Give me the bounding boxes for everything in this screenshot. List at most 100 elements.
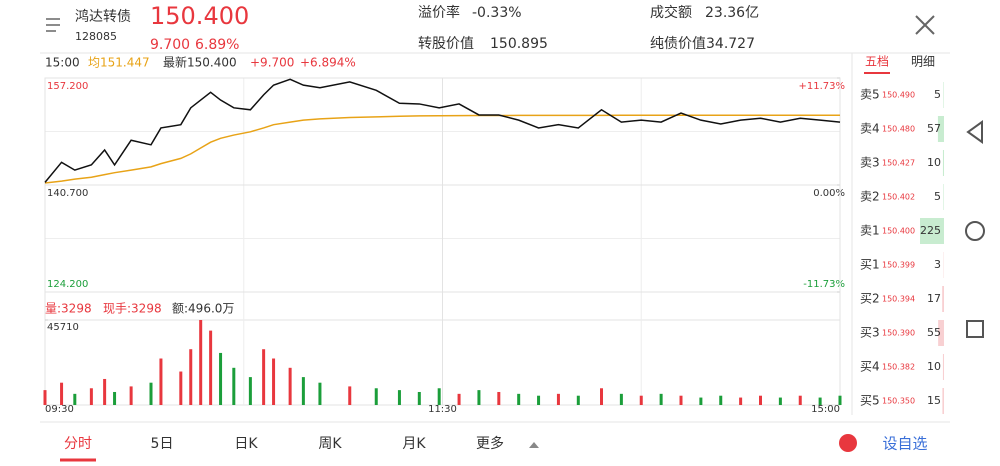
volume-bar [819,398,822,405]
volume-bar [418,392,421,405]
price: 150.400 [150,2,249,30]
volume-bar [199,320,202,405]
x-tick-label: 15:00 [811,404,840,415]
book-qty: 10 [927,360,941,373]
volume-bar [375,388,378,405]
volume-bar [302,377,305,405]
stat-value: -0.33% [472,5,522,21]
book-qty: 55 [927,326,941,339]
info-change-pct: +6.894% [300,56,356,70]
qty-bar [943,354,944,380]
book-qty: 5 [934,190,941,203]
volume-bar [458,394,461,405]
volume-bar [249,377,252,405]
change: 9.700 [150,37,190,53]
tab-depth[interactable]: 五档 [865,55,889,69]
volume-bar [398,390,401,405]
volume-bar [130,386,133,405]
more-arrow [529,442,539,448]
volume-bar [557,394,560,405]
qty-bar [942,388,944,414]
volume-bar [318,383,321,405]
add-watch[interactable]: 设自选 [882,435,927,453]
x-tick-label: 09:30 [45,404,74,415]
volume-bar [620,394,623,405]
info-latest: 最新150.400 [163,55,237,70]
stat-label: 溢价率 [418,4,460,21]
info-change: +9.700 [250,56,294,70]
book-label: 买4 [860,360,880,374]
book-price: 150.382 [882,363,915,372]
book-label: 买1 [860,258,880,272]
stat-label: 转股价值 [418,36,474,52]
volume-bar [189,349,192,405]
close-button[interactable] [916,16,934,34]
book-label: 买3 [860,326,880,340]
book-qty: 5 [934,88,941,101]
book-label: 卖4 [860,122,880,136]
book-price: 150.399 [882,261,915,270]
volume-label: 量:3298 [45,302,92,316]
period-tab[interactable]: 周K [318,436,342,452]
book-qty: 10 [927,156,941,169]
book-price: 150.350 [882,397,915,406]
qty-bar [943,82,944,108]
volume-bar [660,394,663,405]
volume-bar [219,353,222,405]
period-tab[interactable]: 更多 [476,435,504,452]
period-tab[interactable]: 日K [234,436,258,452]
volume-bar [719,396,722,405]
volume-bar [438,388,441,405]
volume-bar [44,390,47,405]
volume-bar [839,396,842,405]
volume-bar [60,383,63,405]
book-qty: 15 [927,394,941,407]
book-price: 150.427 [882,159,915,168]
volume-bar [497,392,500,405]
qty-bar [943,150,944,176]
volume-bar [159,359,162,405]
period-tab[interactable]: 5日 [151,436,174,452]
x-tick-label: 11:30 [428,404,457,415]
volume-bar [262,349,265,405]
volume-bar [289,368,292,405]
tab-detail[interactable]: 明细 [911,55,935,69]
book-qty: 3 [934,258,941,271]
volume-bar [680,396,683,405]
period-tab[interactable]: 月K [402,436,426,452]
book-price: 150.390 [882,329,915,338]
book-label: 卖5 [860,88,880,102]
period-tab[interactable]: 分时 [64,436,92,452]
volume-bar [232,368,235,405]
volume-bar [113,392,116,405]
y-tick-label: 140.700 [47,188,88,199]
volume-bar [348,386,351,405]
book-price: 150.490 [882,91,915,100]
volume-bar [90,388,93,405]
volume-bar [600,388,603,405]
bond-code: 128085 [75,30,117,43]
volume-bar [73,394,76,405]
volume-bar [179,372,182,405]
y-tick-label: 124.200 [47,279,88,290]
volume-bar [577,396,580,405]
book-label: 买2 [860,292,880,306]
book-price: 150.402 [882,193,915,202]
stat-value: 23.36亿 [705,5,759,21]
book-label: 卖3 [860,156,880,170]
qty-bar [942,286,944,312]
volume-bar [537,396,540,405]
menu-icon[interactable] [46,19,60,31]
bond-name: 鸿达转债 [75,8,131,25]
qty-bar [943,184,944,210]
volume-bar [779,398,782,405]
stat-value: 150.895 [490,36,548,52]
info-average: 均151.447 [88,56,150,70]
info-time: 15:00 [45,56,80,70]
book-qty: 57 [927,122,941,135]
book-label: 卖2 [860,190,880,204]
amount-label: 额:496.0万 [172,302,234,316]
y2-tick-label: +11.73% [798,81,845,92]
hand-label: 现手:3298 [103,302,162,316]
